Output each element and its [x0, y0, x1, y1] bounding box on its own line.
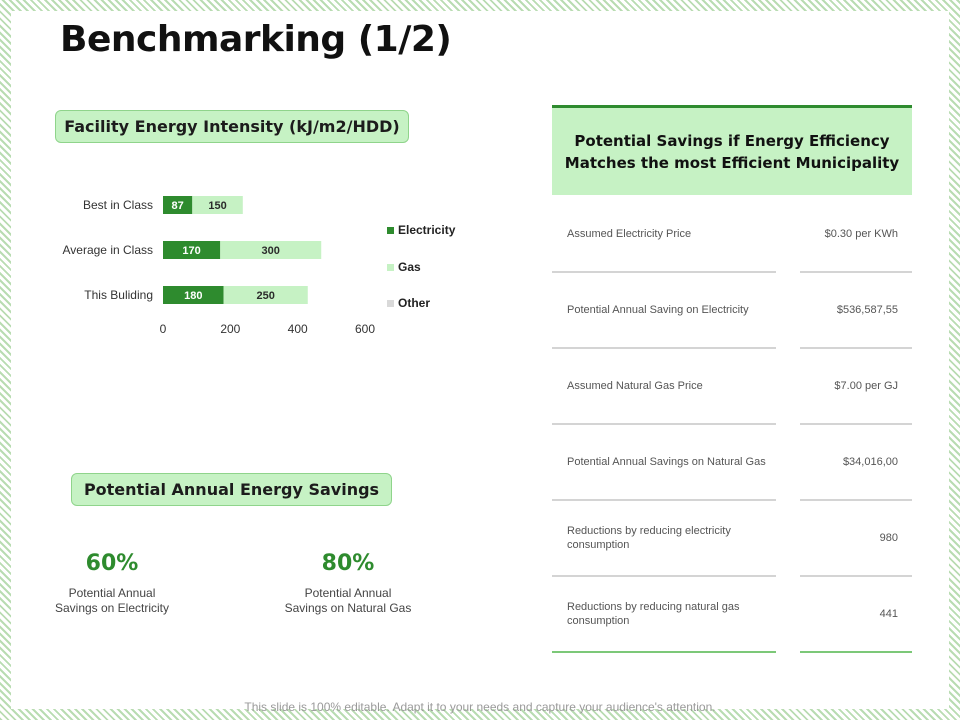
row-divider — [552, 499, 776, 501]
legend-swatch — [387, 300, 394, 307]
category-label: This Buliding — [84, 288, 153, 302]
category-label: Best in Class — [83, 198, 153, 212]
stat-label-line: Savings on Natural Gas — [284, 601, 412, 615]
row-divider — [800, 499, 912, 501]
row-divider — [800, 423, 912, 425]
energy-intensity-chart: Best in Class 87 150 Average in Class 170 300… — [63, 196, 456, 336]
stat-label-line: Potential Annual — [304, 586, 392, 600]
stat-value: 60% — [85, 551, 139, 576]
row-divider — [800, 575, 912, 577]
row-label: Reductions by reducing natural gas consu… — [567, 601, 740, 627]
bar-segment — [220, 241, 322, 259]
row-divider — [552, 423, 776, 425]
row-label: Potential Annual Saving on Electricity — [567, 304, 749, 316]
row-divider — [800, 271, 912, 273]
row-value: 980 — [879, 532, 898, 544]
chart-title-pill: Facility Energy Intensity (kJ/m2/HDD) — [55, 110, 409, 143]
page-title: Benchmarking (1/2) — [60, 19, 452, 60]
bar-value-label: 300 — [262, 245, 280, 257]
row-label: Reductions by reducing electricity consu… — [567, 525, 731, 551]
stat-label: Potential Annual Savings on Electricity — [17, 586, 207, 616]
x-tick-label: 0 — [160, 322, 167, 336]
bar-value-label: 180 — [184, 290, 202, 302]
x-tick-label: 600 — [355, 322, 375, 336]
legend-swatch — [387, 227, 394, 234]
row-value: $34,016,00 — [842, 456, 898, 468]
legend-label: Electricity — [398, 223, 456, 237]
table-row: Potential Annual Savings on Natural Gas … — [552, 425, 912, 501]
bar-value-label: 150 — [208, 200, 226, 212]
row-value: $0.30 per KWh — [824, 228, 898, 240]
stat-gas-savings: 80% Potential Annual Savings on Natural … — [253, 551, 443, 616]
legend-label: Other — [398, 296, 430, 310]
bar-segment — [223, 286, 308, 304]
row-label: Assumed Electricity Price — [567, 228, 692, 240]
bar-value-label: 250 — [257, 290, 275, 302]
row-divider — [800, 651, 912, 653]
table-row: Reductions by reducing electricity consu… — [552, 501, 912, 577]
bar-segment — [163, 241, 221, 259]
stat-label: Potential Annual Savings on Natural Gas — [253, 586, 443, 616]
stat-label-line: Potential Annual — [68, 586, 156, 600]
bar-segment — [163, 196, 193, 214]
stat-value: 80% — [321, 551, 375, 576]
table-row: Potential Annual Saving on Electricity $… — [552, 273, 912, 349]
savings-table-header-line: Matches the most Efficient Municipality — [564, 153, 900, 172]
savings-table-header-line: Potential Savings if Energy Efficiency — [574, 131, 890, 150]
row-value: $7.00 per GJ — [834, 380, 898, 392]
x-tick-label: 400 — [288, 322, 308, 336]
row-divider — [800, 347, 912, 349]
bar-value-label: 87 — [172, 200, 184, 212]
bar-segment — [192, 196, 243, 214]
row-label: Assumed Natural Gas Price — [567, 380, 703, 392]
stat-label-line: Savings on Electricity — [54, 601, 170, 615]
row-value: $536,587,55 — [836, 304, 898, 316]
row-label: Potential Annual Savings on Natural Gas — [567, 456, 766, 468]
row-divider — [552, 271, 776, 273]
row-divider — [552, 347, 776, 349]
savings-title-pill: Potential Annual Energy Savings — [71, 473, 392, 506]
footer-note: This slide is 100% editable. Adapt it to… — [244, 700, 716, 714]
slide: Benchmarking (1/2) Facility Energy Inten… — [11, 11, 949, 709]
bar-value-label: 170 — [182, 245, 200, 257]
row-divider — [552, 575, 776, 577]
x-tick-label: 200 — [220, 322, 240, 336]
row-divider — [552, 651, 776, 653]
legend-swatch — [387, 264, 394, 271]
stat-electricity-savings: 60% Potential Annual Savings on Electric… — [17, 551, 207, 616]
bar-segment — [163, 286, 224, 304]
table-row: Assumed Natural Gas Price $7.00 per GJ — [552, 349, 912, 425]
table-row: Reductions by reducing natural gas consu… — [552, 577, 912, 653]
category-label: Average in Class — [63, 243, 154, 257]
savings-table-header: Potential Savings if Energy Efficiency M… — [552, 105, 912, 195]
table-row: Assumed Electricity Price $0.30 per KWh — [552, 197, 912, 273]
legend-label: Gas — [398, 260, 421, 274]
row-value: 441 — [879, 608, 898, 620]
